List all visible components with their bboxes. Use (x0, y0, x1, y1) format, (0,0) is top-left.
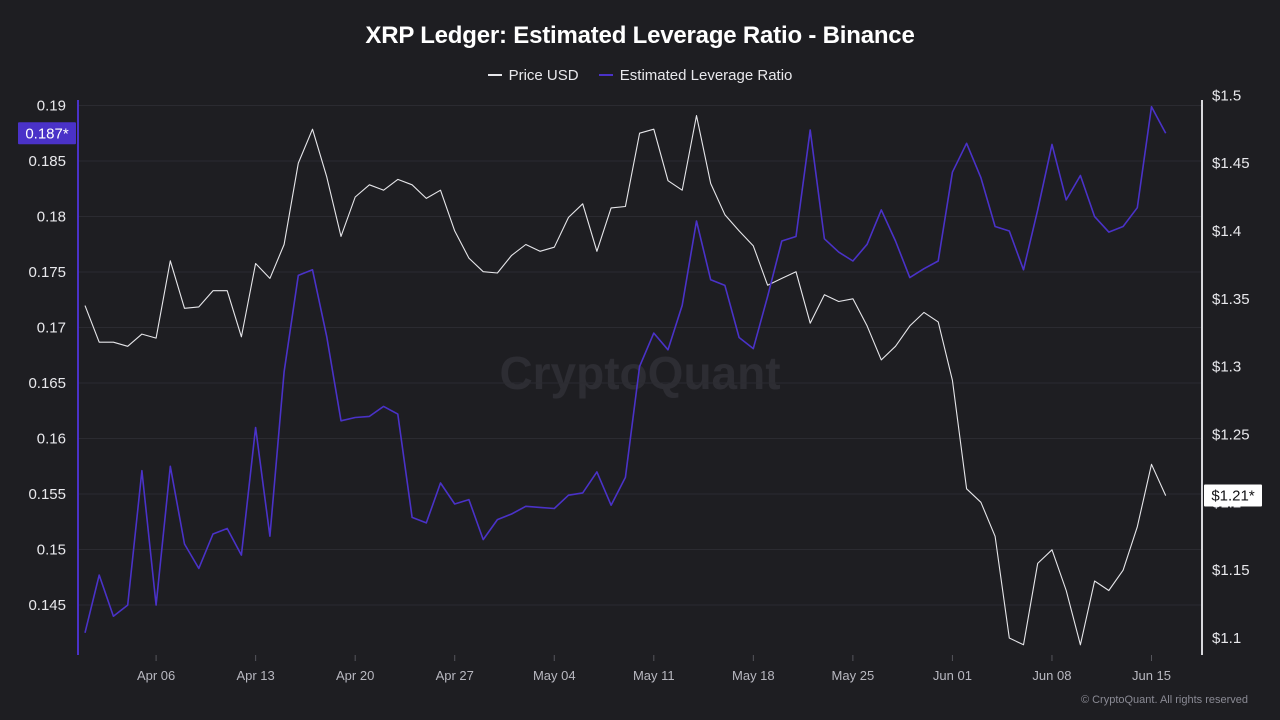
price-usd-line (84, 115, 1167, 646)
x-tick-label: Jun 15 (1132, 668, 1171, 683)
copyright-footer: © CryptoQuant. All rights reserved (1080, 694, 1248, 706)
x-tick-label: Jun 01 (933, 668, 972, 683)
label-layer: 0.187* $1.21* (18, 122, 1262, 507)
legend-item-price[interactable]: Price USD (487, 66, 579, 84)
x-tick-label: May 11 (633, 668, 675, 683)
right-tick-label: $1.25 (1212, 426, 1250, 443)
leverage-ratio-line (84, 105, 1167, 633)
legend-swatch-price (487, 74, 502, 76)
left-tick-label: 0.185 (28, 153, 66, 170)
right-tick-label: $1.15 (1212, 562, 1250, 579)
left-tick-label: 0.155 (28, 486, 66, 503)
left-tick-label: 0.15 (37, 542, 66, 559)
series-layer (84, 105, 1167, 646)
left-tick-label: 0.145 (28, 597, 66, 614)
x-tick-label: Apr 27 (436, 668, 474, 683)
chart-title: XRP Ledger: Estimated Leverage Ratio - B… (365, 22, 915, 49)
left-tick-label: 0.165 (28, 375, 66, 392)
right-tick-label: $1.45 (1212, 155, 1250, 172)
right-last-value-label: $1.21* (1211, 488, 1255, 505)
left-tick-label: 0.18 (37, 209, 66, 226)
x-tick-label: Apr 13 (236, 668, 274, 683)
chart-legend: Price USD Estimated Leverage Ratio (0, 63, 1280, 84)
grid-layer (78, 105, 1202, 606)
legend-label-leverage: Estimated Leverage Ratio (619, 66, 793, 84)
left-tick-label: 0.17 (37, 320, 66, 337)
left-tick-label: 0.16 (37, 431, 66, 448)
right-tick-label: $1.1 (1212, 630, 1241, 647)
legend-label-price: Price USD (508, 66, 579, 84)
right-last-value-badge (1204, 484, 1262, 507)
left-tick-label: 0.19 (37, 98, 66, 115)
x-tick-label: May 04 (533, 668, 576, 683)
left-last-value-label: 0.187* (25, 125, 69, 142)
legend-swatch-leverage (598, 74, 613, 76)
x-tick-label: Jun 08 (1032, 668, 1071, 683)
x-tick-label: May 18 (732, 668, 775, 683)
x-tick-label: May 25 (832, 668, 875, 683)
x-tick-label: Apr 20 (336, 668, 374, 683)
right-tick-label: $1.3 (1212, 359, 1241, 376)
right-tick-label: $1.4 (1212, 223, 1241, 240)
left-last-value-badge (18, 122, 76, 145)
left-tick-label: 0.175 (28, 264, 66, 281)
watermark-text: CryptoQuant (499, 347, 780, 399)
x-tick-label: Apr 06 (137, 668, 175, 683)
right-tick-label: $1.5 (1212, 87, 1241, 104)
right-tick-label: $1.35 (1212, 291, 1250, 308)
axis-layer: 0.19 0.185 0.18 0.175 0.17 0.165 0.16 0.155 0.15… (28, 87, 1249, 683)
legend-item-leverage[interactable]: Estimated Leverage Ratio (598, 66, 793, 84)
